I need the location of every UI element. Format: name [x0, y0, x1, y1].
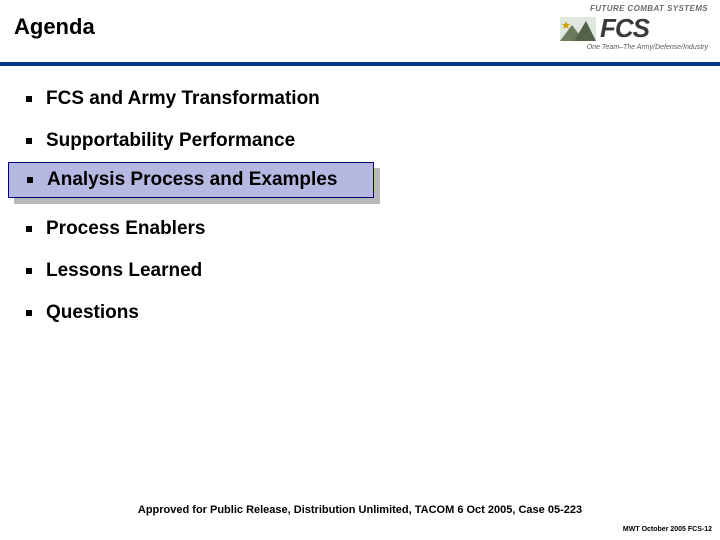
bullet-text: Supportability Performance [46, 130, 295, 152]
bullet-item: Questions [0, 292, 720, 334]
bullet-icon [26, 226, 32, 232]
bullet-icon [26, 268, 32, 274]
slide-title: Agenda [14, 14, 95, 40]
bullet-icon [27, 177, 33, 183]
header-rule [0, 62, 720, 66]
bullet-icon [26, 138, 32, 144]
bullet-icon [26, 310, 32, 316]
highlighted-bullet: Analysis Process and Examples [8, 162, 382, 204]
bullet-item: FCS and Army Transformation [0, 78, 720, 120]
logo-fcs-text: FCS [600, 13, 649, 44]
logo-main-row: FCS [560, 13, 708, 44]
bullet-list: FCS and Army Transformation Supportabilit… [0, 78, 720, 334]
fcs-flag-icon [560, 17, 596, 41]
bullet-item: Process Enablers [0, 208, 720, 250]
slide-id: MWT October 2005 FCS-12 [623, 526, 712, 533]
bullet-item: Lessons Learned [0, 250, 720, 292]
release-statement: Approved for Public Release, Distributio… [0, 504, 720, 516]
bullet-item: Supportability Performance [0, 120, 720, 162]
bullet-text: Process Enablers [46, 218, 205, 240]
bullet-icon [26, 96, 32, 102]
slide-header: Agenda FUTURE COMBAT SYSTEMS FCS One Tea… [0, 0, 720, 62]
bullet-text: FCS and Army Transformation [46, 88, 320, 110]
bullet-text: Questions [46, 302, 139, 324]
logo-tagline: One Team–The Army/Defense/Industry [560, 44, 708, 51]
bullet-text: Analysis Process and Examples [47, 169, 337, 191]
logo-topline: FUTURE COMBAT SYSTEMS [560, 4, 708, 13]
fcs-logo: FUTURE COMBAT SYSTEMS FCS One Team–The A… [560, 4, 708, 54]
bullet-text: Lessons Learned [46, 260, 202, 282]
